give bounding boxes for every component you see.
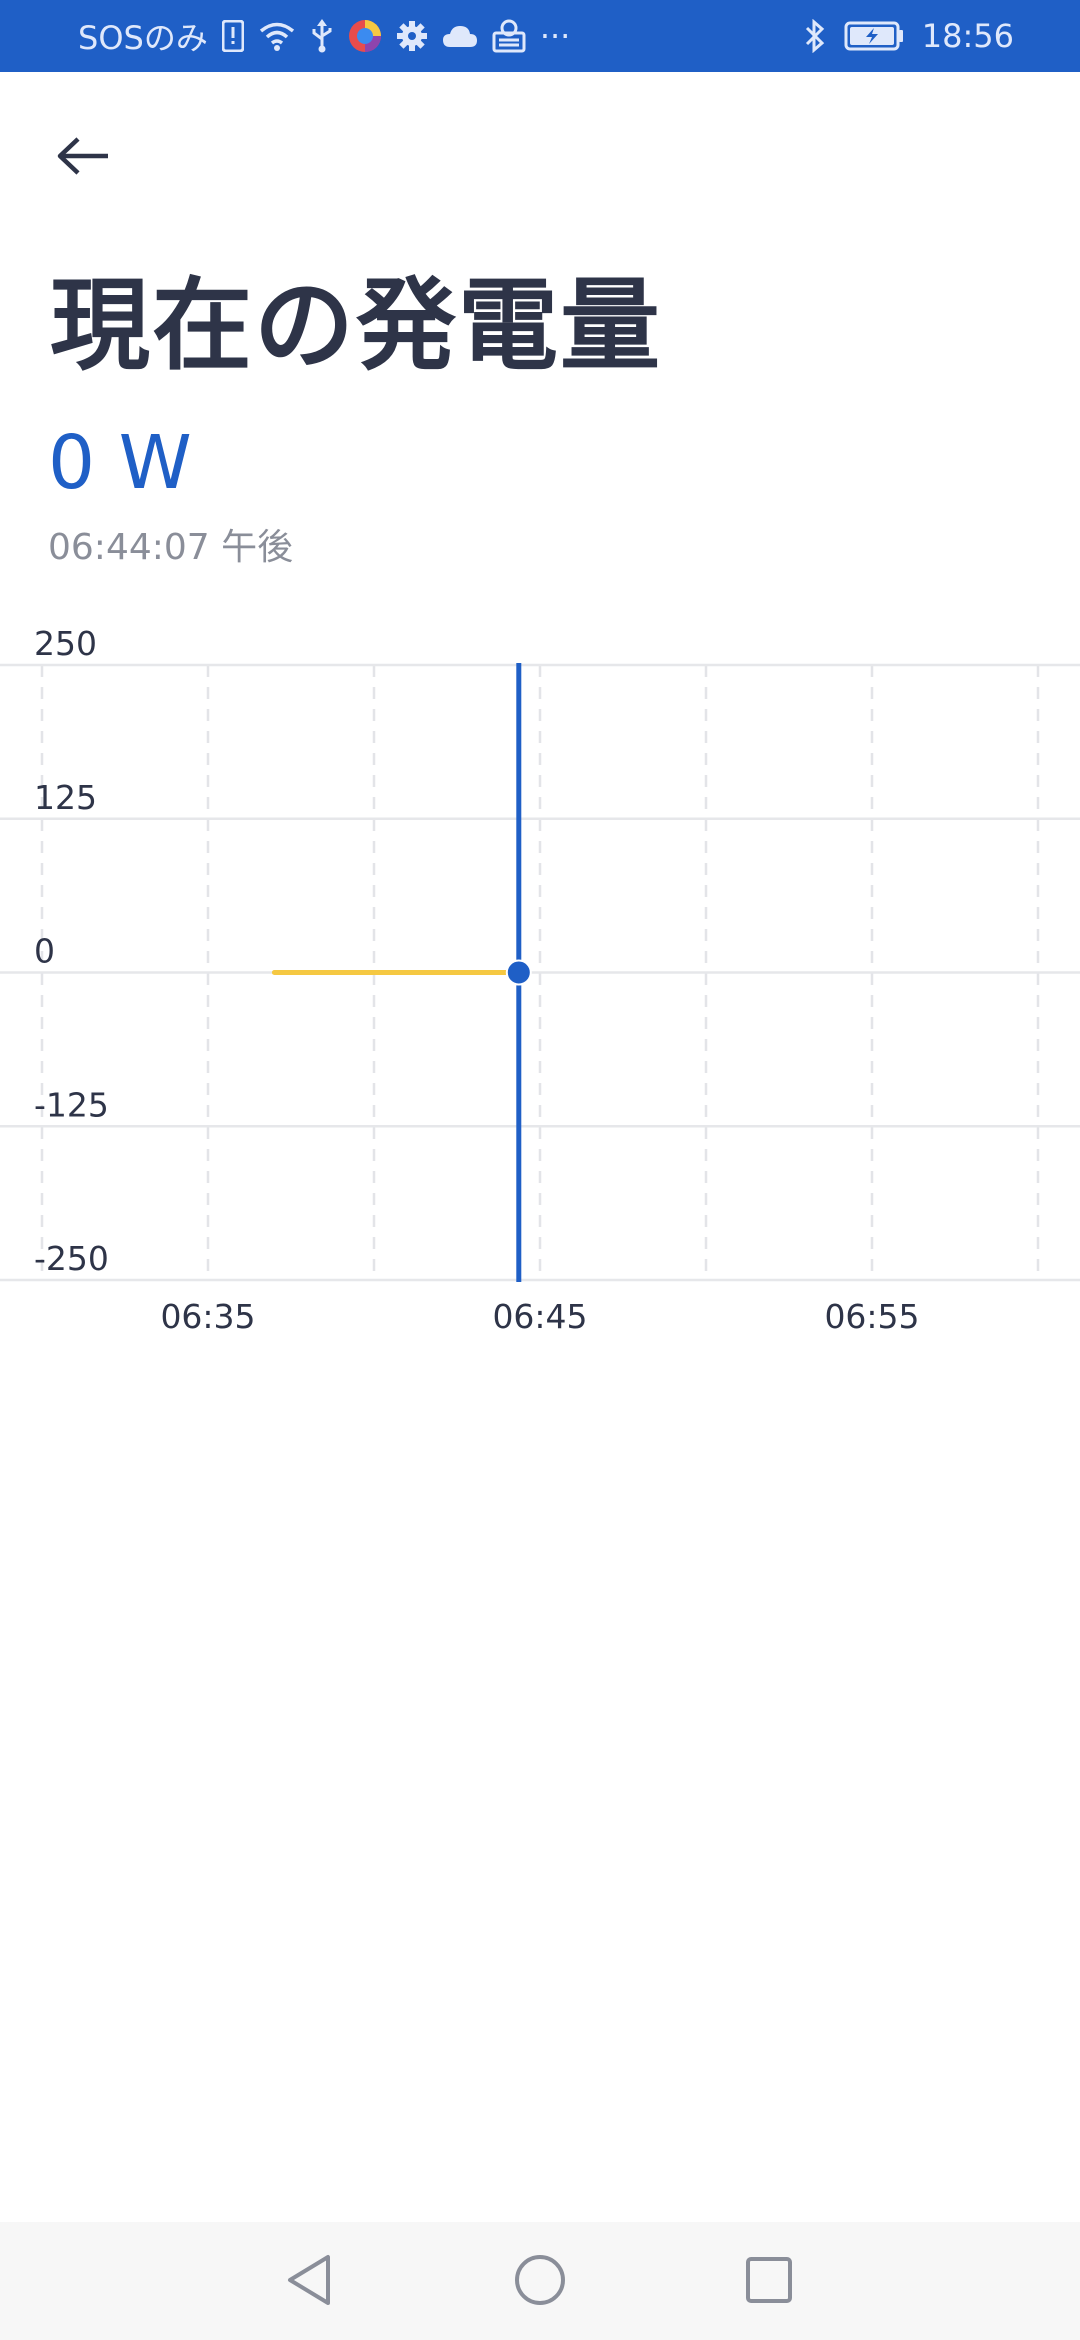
status-bar-left: SOSのみ ··· <box>78 0 570 72</box>
status-bar: SOSのみ ··· 18:56 <box>0 0 1080 72</box>
wifi-icon <box>258 16 296 56</box>
battery-charging-icon <box>844 16 904 56</box>
nav-home-button[interactable] <box>495 2240 585 2320</box>
back-triangle-icon <box>288 2255 330 2305</box>
x-tick-label: 06:35 <box>160 1297 255 1336</box>
app-icon <box>348 16 382 56</box>
bluetooth-icon <box>804 16 826 56</box>
x-tick-label: 06:55 <box>824 1297 919 1336</box>
carrier-label: SOSのみ <box>78 19 208 57</box>
system-nav-bar <box>0 2222 1080 2340</box>
x-tick-label: 06:45 <box>492 1297 587 1336</box>
page-title: 現在の発電量 <box>50 267 662 384</box>
chart-svg[interactable]: 250 125 0 -125 -250 06:35 06:45 06:55 <box>0 610 1080 1350</box>
sim-alert-icon <box>221 16 244 56</box>
clock: 18:56 <box>921 17 1014 55</box>
back-button[interactable] <box>50 128 118 184</box>
nav-back-button[interactable] <box>264 2240 354 2320</box>
y-tick-label: 250 <box>34 624 97 663</box>
power-chart[interactable]: 250 125 0 -125 -250 06:35 06:45 06:55 <box>0 610 1080 1350</box>
y-tick-label: 125 <box>34 778 97 817</box>
current-power-value: 0 W <box>48 420 192 506</box>
arrow-left-icon <box>57 137 108 175</box>
more-notifications: ··· <box>539 17 571 55</box>
home-circle-icon <box>515 2255 565 2305</box>
settings-icon <box>396 16 428 56</box>
status-bar-right: 18:56 <box>804 0 1014 72</box>
usb-icon <box>310 16 334 56</box>
vpn-icon <box>492 16 526 56</box>
nav-recents-button[interactable] <box>724 2240 814 2320</box>
cursor-point <box>505 959 532 986</box>
cloud-icon <box>442 16 478 56</box>
current-timestamp: 06:44:07 午後 <box>48 527 294 568</box>
y-tick-label: -125 <box>34 1085 109 1124</box>
y-tick-label: 0 <box>34 932 55 971</box>
y-tick-label: -250 <box>34 1239 109 1278</box>
recents-square-icon <box>746 2257 792 2303</box>
